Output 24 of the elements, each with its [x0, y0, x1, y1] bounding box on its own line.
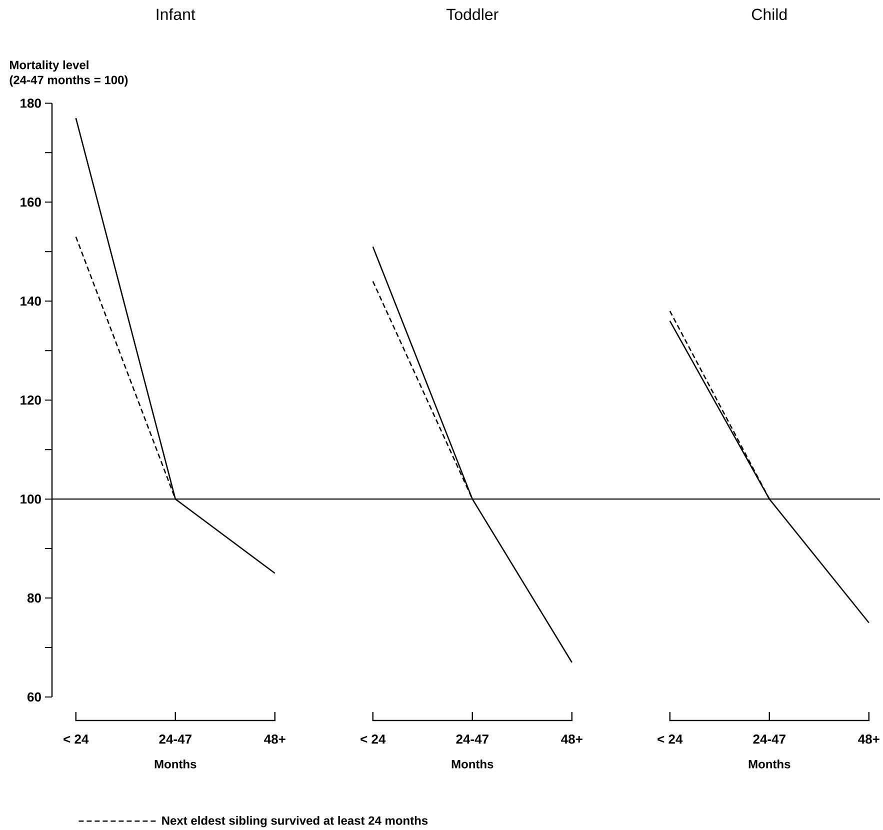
- y-axis-title: Mortality level (24-47 months = 100): [10, 60, 128, 87]
- x-axis-title: Months: [748, 760, 790, 768]
- x-tick-label: 24-47: [456, 734, 488, 744]
- x-tick-label: 48+: [264, 734, 286, 744]
- x-tick-label: 24-47: [753, 734, 786, 744]
- y-tick-label: 80: [27, 593, 41, 603]
- x-tick-label: 48+: [858, 734, 880, 744]
- x-tick-label: < 24: [658, 734, 683, 744]
- text: Next eldest sibling survived at least 24 months: [162, 816, 428, 828]
- x-tick-label: < 24: [64, 734, 89, 744]
- y-tick-label: 160: [20, 198, 41, 207]
- x-axis-title: Months: [452, 760, 494, 768]
- y-tick-label: 100: [20, 494, 41, 504]
- y-tick-label: 140: [20, 296, 41, 306]
- chart-title: Child: [752, 8, 787, 20]
- x-tick-label: 24-47: [159, 734, 192, 744]
- x-axis-title: Months: [154, 760, 196, 768]
- x-tick-label: 48+: [561, 734, 582, 744]
- y-tick-label: 60: [27, 692, 41, 702]
- chart-title: Toddler: [446, 8, 498, 20]
- y-tick-label: 180: [20, 98, 41, 108]
- x-tick-label: < 24: [360, 734, 386, 744]
- y-tick-label: 120: [20, 395, 41, 405]
- chart-title: Infant: [156, 8, 196, 20]
